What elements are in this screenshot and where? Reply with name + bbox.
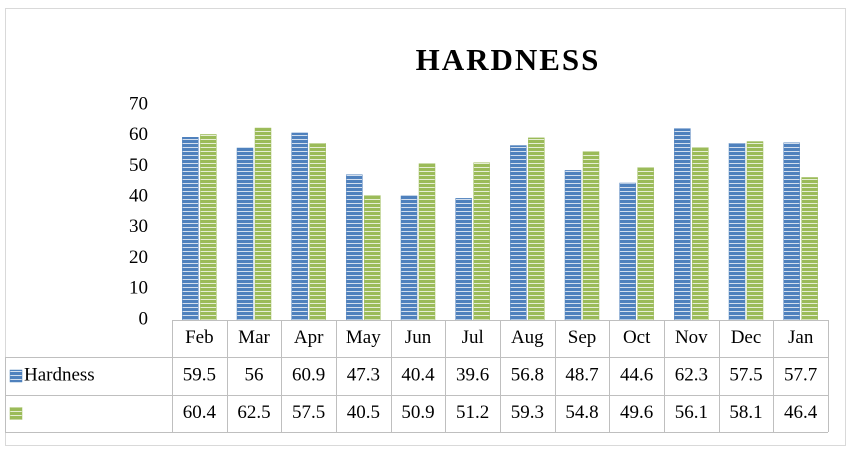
y-tick-label: 20 [129,247,148,268]
bar [364,195,381,321]
bar [510,145,527,321]
table-value: 60.4 [183,402,217,423]
bar [746,141,764,321]
table-value: 39.6 [456,364,489,385]
x-tick-label: Jul [462,327,484,348]
table-value: 47.3 [347,364,380,385]
bar [528,137,545,321]
bar [619,182,636,321]
table-value: 59.3 [511,402,544,423]
table-value: 57.5 [292,402,325,423]
table-value: 49.6 [620,402,653,423]
bar [182,137,199,321]
table-value: 60.9 [292,364,325,385]
y-tick-label: 30 [129,216,148,237]
bar [473,162,490,321]
bar [582,151,600,321]
table-value: 50.9 [401,402,434,423]
x-tick-label: Sep [568,327,597,348]
table-value: 56 [245,364,264,385]
chart-frame [5,8,846,446]
table-value: 44.6 [620,364,653,385]
y-tick-label: 40 [129,186,148,207]
chart-title: HARDNESS [416,42,601,77]
x-tick-label: Dec [731,327,762,348]
x-tick-label: Oct [623,327,651,348]
y-tick-label: 10 [129,278,148,299]
legend-key [9,369,23,383]
table-value: 46.4 [784,402,818,423]
table-value: 51.2 [456,402,489,423]
bar [637,167,654,321]
bar [236,147,254,321]
bar [309,143,326,321]
y-tick-label: 70 [129,93,148,114]
table-value: 54.8 [565,402,598,423]
table-value: 62.3 [675,364,708,385]
legend-label: Hardness [24,364,95,385]
bar [564,170,582,321]
table-value: 56.1 [675,402,708,423]
bar [692,147,709,321]
table-value: 56.8 [511,364,544,385]
x-tick-label: Feb [185,327,214,348]
bar [783,142,800,321]
x-tick-label: Nov [675,327,708,348]
bar [455,198,472,321]
table-value: 62.5 [237,402,270,423]
table-value: 48.7 [565,364,598,385]
bar [674,128,691,321]
x-tick-label: Aug [511,327,544,348]
y-tick-label: 50 [129,155,148,176]
table-value: 40.5 [347,402,380,423]
legend-key [9,407,23,420]
table-value: 58.1 [729,402,762,423]
y-tick-label: 60 [129,124,148,145]
bar [254,127,272,321]
bar [418,163,436,321]
table-value: 57.5 [729,364,762,385]
bar [200,134,217,321]
x-tick-label: Mar [238,327,270,348]
y-tick-label: 0 [139,308,149,329]
table-value: 40.4 [401,364,435,385]
bar [291,132,308,321]
bar [346,174,363,321]
table-value: 59.5 [183,364,216,385]
x-tick-label: Jun [405,327,432,348]
x-tick-label: Jan [788,327,814,348]
bar [801,177,818,321]
table-value: 57.7 [784,364,817,385]
x-tick-label: May [346,327,381,348]
x-tick-label: Apr [294,327,324,348]
bar [728,143,746,321]
bar [400,195,418,321]
